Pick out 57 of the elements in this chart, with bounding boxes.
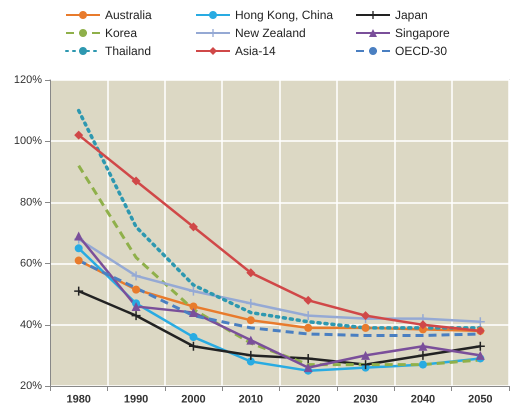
point (132, 302, 141, 311)
x-tick-label: 2020 (296, 394, 320, 406)
legend-label: Singapore (395, 26, 450, 40)
point (74, 130, 84, 140)
point (476, 350, 485, 360)
point (132, 286, 140, 294)
y-tick-label: 40% (20, 318, 42, 331)
legend-label: Thailand (105, 44, 152, 58)
point (361, 360, 370, 370)
legend-label: Asia-14 (235, 44, 276, 58)
y-tick-label: 120% (14, 74, 42, 86)
x-tick-label: 2050 (468, 394, 493, 406)
point (74, 232, 84, 241)
y-tick-label: 60% (20, 258, 42, 270)
point (246, 298, 256, 308)
point (74, 244, 83, 252)
x-tick-label: 2040 (410, 394, 436, 406)
legend-label: Japan (395, 8, 428, 22)
point (418, 320, 428, 330)
point (74, 286, 84, 296)
point (304, 324, 312, 332)
legend-label: Korea (105, 26, 138, 40)
point (132, 271, 141, 280)
point (188, 342, 198, 351)
point (418, 350, 428, 360)
point (74, 256, 83, 265)
point (188, 222, 198, 232)
x-tick-label: 2000 (181, 394, 206, 406)
y-tick-label: 80% (20, 196, 42, 208)
point (418, 342, 428, 351)
legend-label: New Zealand (235, 26, 306, 40)
x-tick-label: 2010 (238, 394, 264, 406)
x-tick-label: 1990 (124, 394, 148, 406)
x-tick-label: 1980 (66, 394, 91, 406)
point (304, 363, 313, 372)
point (362, 324, 370, 332)
point (418, 360, 427, 369)
point (189, 333, 198, 342)
legend-label: Australia (105, 8, 152, 22)
point (132, 176, 141, 186)
y-tick-label: 20% (20, 380, 42, 392)
point (361, 350, 370, 360)
point (188, 286, 198, 296)
point (246, 358, 255, 366)
legend-label: OECD-30 (395, 44, 448, 58)
point (476, 342, 485, 351)
point (246, 268, 256, 278)
legend-label: Hong Kong, China (235, 8, 334, 22)
point (189, 302, 198, 310)
point (246, 316, 255, 324)
point (304, 296, 313, 305)
point (132, 311, 141, 320)
point (246, 336, 256, 345)
point (361, 311, 370, 320)
x-tick-label: 2030 (353, 394, 378, 406)
y-tick-label: 100% (14, 135, 42, 148)
point (188, 308, 198, 318)
